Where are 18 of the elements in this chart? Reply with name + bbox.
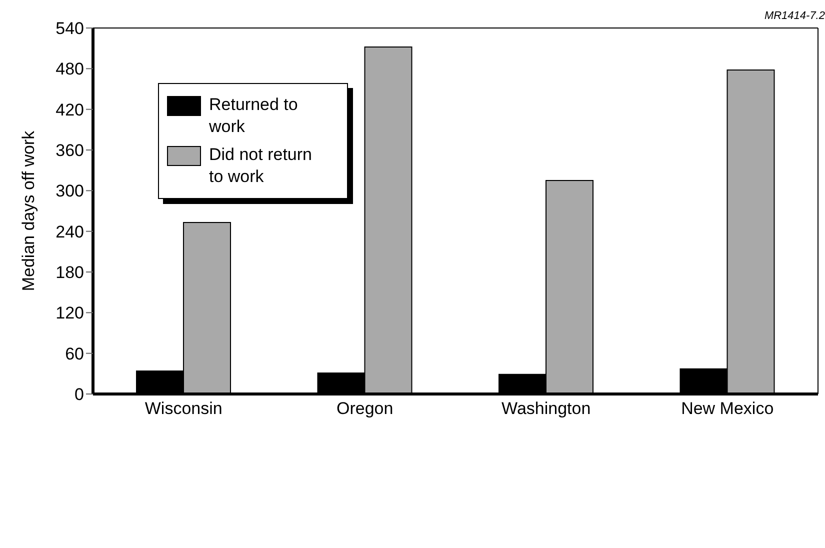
y-tick-label: 60 — [65, 344, 84, 364]
y-axis-title: Median days off work — [19, 130, 38, 292]
y-tick-label: 180 — [56, 263, 84, 282]
x-tick-label: Wisconsin — [144, 399, 222, 418]
x-tick-label: Oregon — [336, 399, 394, 418]
y-tick-label: 300 — [56, 182, 84, 201]
y-tick-label: 120 — [56, 304, 84, 323]
y-tick-label: 480 — [56, 60, 84, 79]
x-tick-label: New Mexico — [681, 399, 774, 418]
y-tick-label: 0 — [74, 385, 84, 404]
y-tick-label: 540 — [56, 19, 84, 38]
y-tick-label: 420 — [56, 100, 84, 120]
legend-label: Returned to work — [209, 94, 299, 138]
legend-label: Did not return to work — [209, 144, 313, 188]
y-tick-label: 360 — [56, 141, 84, 160]
text: MR1414-7.2 — [764, 10, 825, 22]
x-tick-label: Washington — [502, 399, 591, 418]
y-tick-label: 240 — [56, 222, 84, 242]
